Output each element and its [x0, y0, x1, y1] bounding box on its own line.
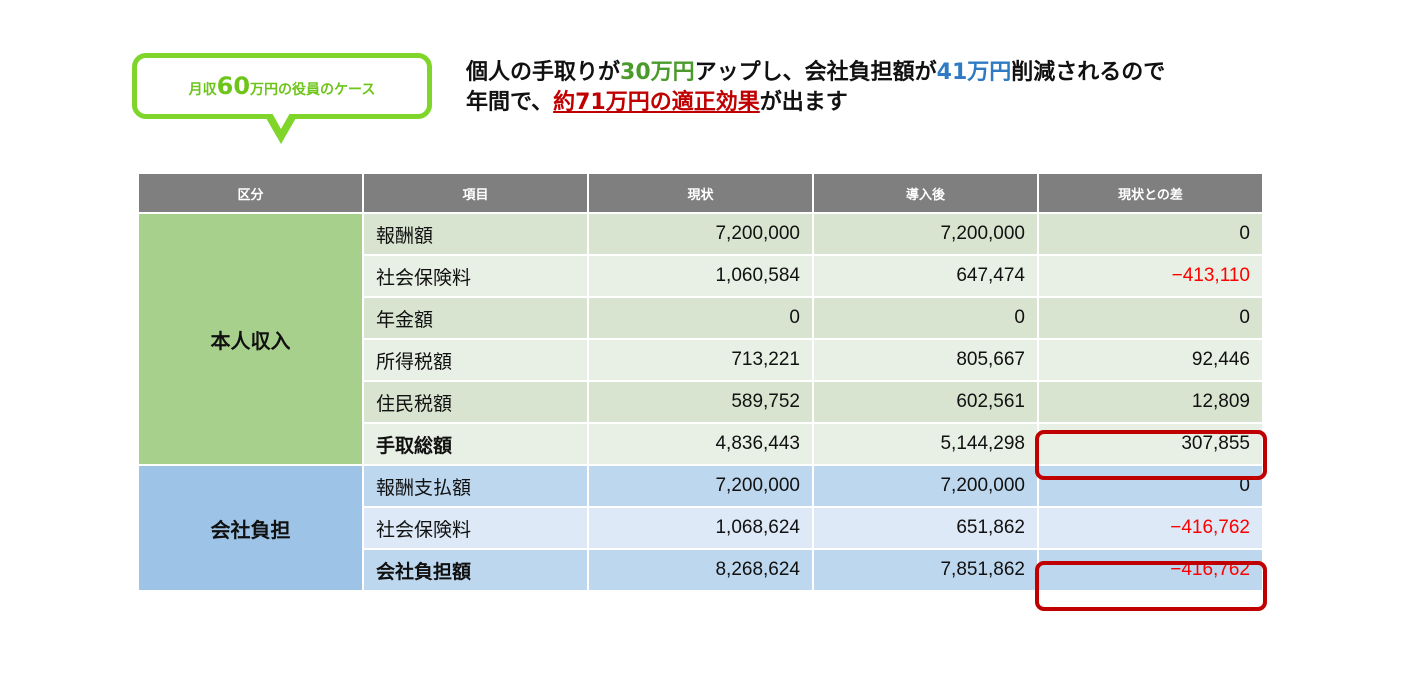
item-cell: 手取総額	[362, 422, 589, 466]
diff-cell: −416,762	[1037, 506, 1264, 550]
item-cell: 住民税額	[362, 380, 589, 424]
after-cell: 7,200,000	[812, 212, 1039, 256]
diff-cell: −413,110	[1037, 254, 1264, 298]
case-label-text: 月収60万円の役員のケース	[188, 72, 376, 100]
headline: 個人の手取りが30万円アップし、会社負担額が41万円削減されるので 年間で、約7…	[466, 58, 1346, 118]
company-burden-highlight-box	[1035, 561, 1267, 611]
item-cell: 報酬支払額	[362, 464, 589, 508]
after-cell: 647,474	[812, 254, 1039, 298]
after-cell: 0	[812, 296, 1039, 340]
table-row: 社会保険料 1,068,624 651,862 −416,762	[138, 506, 1264, 550]
after-cell: 7,851,862	[812, 548, 1039, 592]
item-cell: 会社負担額	[362, 548, 589, 592]
category-company-burden: 会社負担	[137, 464, 364, 592]
table-row-total: 会社負担額 8,268,624 7,851,862 −416,762	[138, 548, 1264, 592]
after-cell: 602,561	[812, 380, 1039, 424]
item-cell: 社会保険料	[362, 254, 589, 298]
current-cell: 7,200,000	[587, 212, 814, 256]
diff-cell: 12,809	[1037, 380, 1264, 424]
case-label-bubble: 月収60万円の役員のケース	[132, 53, 432, 119]
current-cell: 0	[587, 296, 814, 340]
table-row: 本人収入 報酬額 7,200,000 7,200,000 0	[137, 212, 1264, 466]
diff-cell: −416,762	[1037, 548, 1264, 592]
header-after: 導入後	[812, 172, 1039, 214]
item-cell: 所得税額	[362, 338, 589, 382]
after-cell: 805,667	[812, 338, 1039, 382]
table-row: 年金額 0 0 0	[138, 296, 1264, 340]
after-cell: 5,144,298	[812, 422, 1039, 466]
current-cell: 7,200,000	[587, 464, 814, 508]
current-cell: 8,268,624	[587, 548, 814, 592]
item-cell: 社会保険料	[362, 506, 589, 550]
diff-cell: 0	[1037, 212, 1264, 256]
category-personal-income: 本人収入	[137, 212, 364, 466]
diff-cell: 0	[1037, 296, 1264, 340]
current-cell: 713,221	[587, 338, 814, 382]
table-row: 所得税額 713,221 805,667 92,446	[138, 338, 1264, 382]
bubble-tail-inner	[272, 113, 290, 129]
current-cell: 589,752	[587, 380, 814, 424]
headline-line-1: 個人の手取りが30万円アップし、会社負担額が41万円削減されるので	[466, 60, 1166, 85]
current-cell: 1,060,584	[587, 254, 814, 298]
table-header-row: 区分 項目 現状 導入後 現状との差	[137, 172, 1264, 214]
headline-line-2: 年間で、約71万円の適正効果が出ます	[466, 90, 848, 115]
comparison-table: 区分 項目 現状 導入後 現状との差 本人収入 報酬額 7,200,000 7,…	[137, 172, 1264, 592]
item-cell: 年金額	[362, 296, 589, 340]
table-row: 住民税額 589,752 602,561 12,809	[138, 380, 1264, 424]
diff-cell: 307,855	[1037, 422, 1264, 466]
current-cell: 4,836,443	[587, 422, 814, 466]
header-category: 区分	[137, 172, 364, 214]
diff-cell: 0	[1037, 464, 1264, 508]
table-row: 会社負担 報酬支払額 7,200,000 7,200,000 0	[137, 464, 1264, 592]
after-cell: 651,862	[812, 506, 1039, 550]
takehome-highlight-box	[1035, 430, 1267, 480]
header-current: 現状	[587, 172, 814, 214]
table-row-total: 手取総額 4,836,443 5,144,298 307,855	[138, 422, 1264, 466]
header-diff: 現状との差	[1037, 172, 1264, 214]
table-row: 社会保険料 1,060,584 647,474 −413,110	[138, 254, 1264, 298]
item-cell: 報酬額	[362, 212, 589, 256]
diff-cell: 92,446	[1037, 338, 1264, 382]
header-item: 項目	[362, 172, 589, 214]
after-cell: 7,200,000	[812, 464, 1039, 508]
current-cell: 1,068,624	[587, 506, 814, 550]
